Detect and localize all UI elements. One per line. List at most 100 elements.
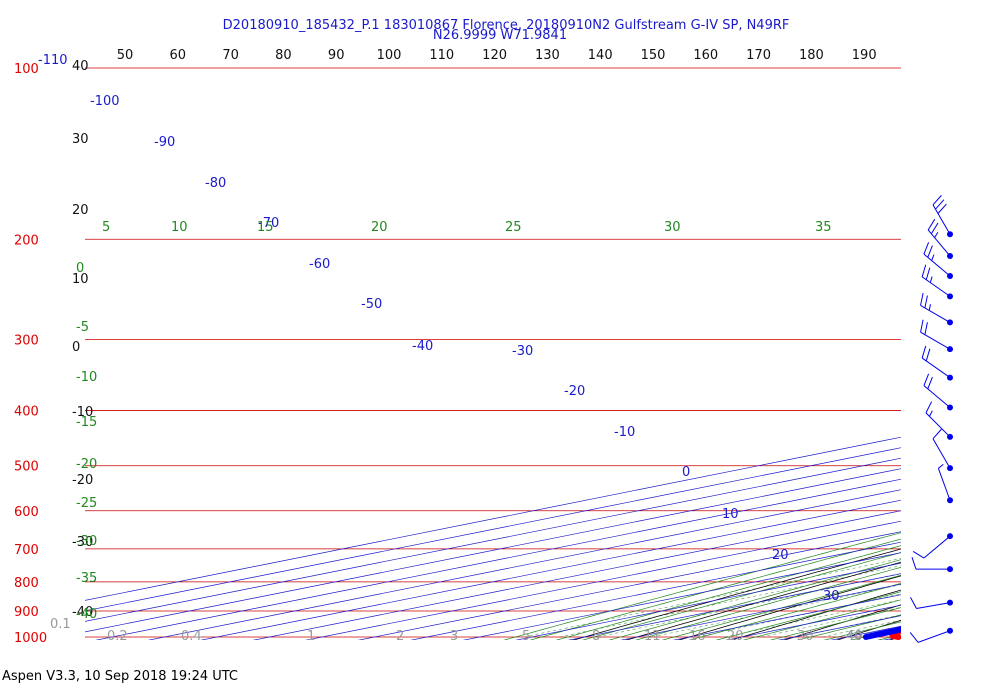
mixing-ratio-line <box>652 584 901 638</box>
dry-adiabat-line <box>888 636 901 640</box>
pressure-label: 200 <box>14 233 39 248</box>
wind-barb <box>910 597 953 609</box>
moist-adiabat-line <box>688 583 901 640</box>
wind-barb <box>925 401 953 440</box>
wind-barb-flag <box>927 245 933 258</box>
mixing-ratio-label: 1 <box>307 629 315 644</box>
wind-barb-flag <box>920 319 924 333</box>
wind-barb <box>921 345 953 381</box>
mixing-ratio-line <box>696 593 901 638</box>
pressure-label: 300 <box>14 333 39 348</box>
dry-adiabat-line <box>836 619 901 640</box>
pressure-label: 700 <box>14 543 39 558</box>
isotherm-label: -50 <box>361 297 382 312</box>
top-axis-tick: 50 <box>117 48 134 63</box>
green-left-label: 0 <box>76 261 84 276</box>
isotherm-label: 10 <box>722 507 739 522</box>
isotherm-line <box>252 510 901 640</box>
background-grid <box>85 68 1000 649</box>
wind-barb-staff <box>923 253 951 277</box>
wind-barb-staff <box>923 535 951 559</box>
wind-barb-flag <box>927 376 933 390</box>
wind-barb <box>920 319 953 353</box>
moist-adiabat-label: 15 <box>257 220 274 235</box>
wind-barb <box>911 557 953 573</box>
wind-barb-flag <box>909 632 919 643</box>
chart-title-line2: N26.9999 W71.9841 <box>433 28 567 43</box>
moist-adiabat-line <box>892 233 1000 649</box>
green-left-label: -25 <box>76 496 97 511</box>
wind-barb-staff <box>921 276 951 297</box>
isotherm-line <box>410 541 901 640</box>
wind-barb-staff <box>927 229 951 257</box>
moist-adiabat-line <box>769 607 901 640</box>
wind-barb-half-flag <box>931 254 935 261</box>
moist-adiabat-line <box>555 545 901 640</box>
top-axis-tick: 180 <box>799 48 824 63</box>
dry-adiabat-line <box>783 604 901 640</box>
pressure-label: 1000 <box>14 631 47 646</box>
isotherm-label: 30 <box>823 589 840 604</box>
moist-adiabat-label: 5 <box>102 220 110 235</box>
top-axis-tick: 80 <box>275 48 292 63</box>
wind-barb-flag <box>935 199 945 210</box>
wind-barb-flag <box>925 348 931 362</box>
left-axis-tick: 30 <box>72 132 89 147</box>
top-axis-tick: 60 <box>170 48 187 63</box>
moist-adiabat-label: 35 <box>815 220 832 235</box>
mixing-ratio-line <box>852 626 901 638</box>
wind-barb-flag <box>921 264 927 278</box>
mixing-ratio-label: 16 <box>689 629 706 644</box>
top-axis-tick: 130 <box>535 48 560 63</box>
sounding-profiles <box>862 625 901 640</box>
left-axis-tick: 40 <box>72 59 89 74</box>
pressure-label: 500 <box>14 460 39 475</box>
mixing-ratio-label: 0.2 <box>107 629 128 644</box>
wind-barb-flag <box>912 550 925 559</box>
wind-barb-half-flag <box>928 304 931 311</box>
mixing-ratio-line <box>907 411 1000 637</box>
wind-barb <box>909 627 953 643</box>
pressure-extra-label: -110 <box>38 53 68 68</box>
wind-barb-flag <box>937 203 947 214</box>
dry-adiabat-line <box>572 548 901 640</box>
isotherm-label: -30 <box>512 344 533 359</box>
left-axis-tick: -40 <box>72 605 93 620</box>
isotherm-line <box>892 68 1000 649</box>
top-axis-tick: 110 <box>429 48 454 63</box>
mixing-ratio-label: 11 <box>644 629 661 644</box>
dewpoint-profile-line <box>862 625 901 640</box>
wind-barb <box>932 195 953 238</box>
wind-barb-half-flag <box>929 276 933 283</box>
dry-adiabat-line <box>677 575 901 640</box>
wind-barb-flag <box>923 373 930 386</box>
wind-barb-half-flag <box>929 410 933 417</box>
wind-barb-staff <box>921 357 951 378</box>
moist-adiabat-label: 25 <box>505 220 522 235</box>
moist-adiabat-line <box>635 566 901 640</box>
left-axis-tick: 0 <box>72 340 80 355</box>
moist-adiabat-label: 10 <box>171 220 188 235</box>
green-left-label: -15 <box>76 415 97 430</box>
wind-barb-flag <box>932 195 942 206</box>
mixing-ratio-line <box>597 573 901 638</box>
moist-adiabat-line <box>742 599 901 640</box>
wind-barb <box>912 533 953 559</box>
dry-adiabat-line <box>730 589 901 640</box>
mixing-ratio-label: 0.1 <box>50 617 71 632</box>
top-axis-tick: 150 <box>641 48 666 63</box>
isotherm-line <box>672 594 901 640</box>
moist-adiabat-line <box>661 574 901 640</box>
pressure-label: 900 <box>14 605 39 620</box>
wind-barb-staff <box>920 304 951 323</box>
wind-barb-flag <box>927 218 936 231</box>
mixing-ratio-label: 2 <box>396 629 404 644</box>
top-axis-tick: 170 <box>746 48 771 63</box>
left-axis-tick: -20 <box>72 473 93 488</box>
wind-barb-staff <box>932 438 951 469</box>
wind-barb <box>923 242 953 279</box>
wind-barb-half-flag <box>938 463 944 469</box>
isotherm-line <box>305 520 901 640</box>
isotherm-line <box>85 457 901 622</box>
